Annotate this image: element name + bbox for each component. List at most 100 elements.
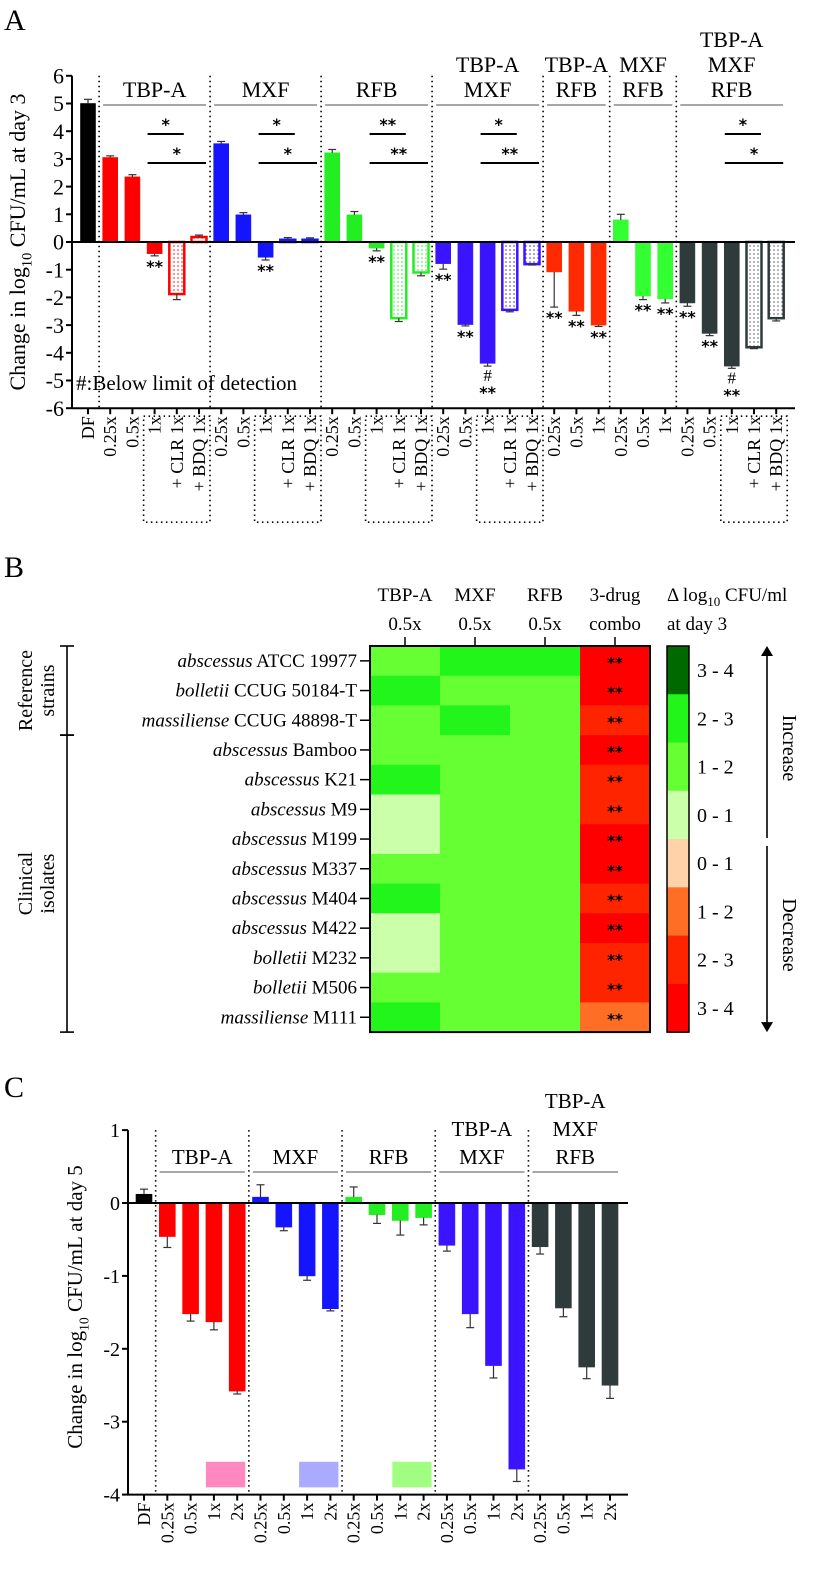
row-group-label: isolates <box>37 853 59 913</box>
x-tick-label: + CLR 1x <box>389 416 409 488</box>
heatmap-cell <box>440 824 511 855</box>
x-tick-label: 0.5x <box>344 416 364 448</box>
bar <box>657 241 674 300</box>
x-tick-label: 0.5x <box>122 416 142 448</box>
bar <box>555 1202 572 1309</box>
row-label: abscessus M422 <box>232 918 357 939</box>
x-tick-label: 1x <box>367 416 387 434</box>
heatmap-cell <box>580 943 651 974</box>
x-tick-label: 0.5x <box>566 416 586 448</box>
group-title: RFB <box>711 77 753 102</box>
x-tick-label: 0.5x <box>700 416 720 448</box>
x-tick-label: DF <box>78 416 98 439</box>
x-tick-label: 1x <box>478 416 498 434</box>
significance-marker: ** <box>257 261 274 280</box>
column-header: TBP-A <box>378 585 433 606</box>
significance-marker: ** <box>368 252 385 271</box>
comparison-significance: * <box>495 115 504 134</box>
legend-swatch <box>667 790 689 840</box>
bar <box>479 241 496 364</box>
y-tick-label: -2 <box>103 1339 120 1361</box>
group-title: MXF <box>708 52 756 77</box>
panel-label-c: C <box>4 1071 24 1104</box>
strain-name: M422 <box>307 918 357 939</box>
bar <box>523 240 541 266</box>
heatmap-cell <box>370 943 441 974</box>
x-tick-label: 1x <box>256 416 276 434</box>
legend-swatch <box>667 694 689 744</box>
x-tick-label: 2x <box>507 1503 527 1521</box>
species-name: abscessus <box>178 651 253 672</box>
heatmap-cell <box>370 764 441 795</box>
x-tick-label: + BDQ 1x <box>766 416 786 491</box>
column-header: 0.5x <box>388 614 422 635</box>
legend-bin-label: 0 - 1 <box>697 853 734 875</box>
strain-name: CCUG 50184-T <box>229 681 357 702</box>
y-axis-title: Change in log10 CFU/mL at day 3 <box>5 93 36 390</box>
strain-name: M9 <box>326 799 357 820</box>
bar <box>124 176 141 243</box>
y-tick-label: -1 <box>103 1266 120 1288</box>
species-name: abscessus <box>232 859 307 880</box>
heatmap-cell <box>510 883 581 914</box>
comparison-significance: * <box>750 144 759 163</box>
x-tick-label: + CLR 1x <box>744 416 764 488</box>
significance-marker: ** <box>546 308 563 327</box>
row-label: abscessus Bamboo <box>213 740 357 761</box>
strain-name: M199 <box>307 829 357 850</box>
significance-marker: ** <box>590 327 607 346</box>
x-tick-label: 1x <box>589 416 609 434</box>
y-tick-label: -3 <box>46 313 64 338</box>
heatmap-cell <box>510 913 581 944</box>
x-tick-label: DF <box>134 1503 154 1526</box>
x-tick-label: + BDQ 1x <box>189 416 209 491</box>
bar <box>745 240 763 349</box>
heatmap-cell <box>440 735 511 766</box>
heatmap-cell <box>440 972 511 1003</box>
bar <box>546 241 563 273</box>
bar <box>635 241 651 297</box>
row-label: massiliense CCUG 48898-T <box>142 710 358 731</box>
row-label: bolletii CCUG 50184-T <box>175 681 357 702</box>
heatmap-cell <box>510 794 581 825</box>
heatmap-cell <box>510 1002 581 1033</box>
legend-title: at day 3 <box>667 614 727 635</box>
group-title: MXF <box>273 1145 319 1169</box>
bar <box>438 1202 456 1246</box>
species-name: bolletii <box>253 948 307 969</box>
significance-marker: ** <box>607 832 623 850</box>
x-tick-label: 1x <box>204 1503 224 1521</box>
significance-marker: ** <box>607 773 623 791</box>
bar <box>612 219 629 243</box>
column-header: 0.5x <box>528 614 562 635</box>
heatmap-cell <box>510 646 581 677</box>
bar <box>568 241 585 312</box>
group-title: MXF <box>552 1117 598 1141</box>
column-header: 0.5x <box>458 614 492 635</box>
heatmap-cell <box>440 853 511 885</box>
legend-swatch <box>667 646 689 695</box>
heatmap-cell <box>440 705 511 736</box>
x-tick-label: 0.25x <box>322 416 342 457</box>
y-tick-label: -4 <box>46 341 64 366</box>
strain-name: M111 <box>308 1007 357 1028</box>
heatmap-cell <box>370 735 441 766</box>
group-title: TBP-A <box>456 52 520 77</box>
bar <box>205 1202 223 1323</box>
species-name: abscessus <box>213 740 288 761</box>
group-title: RFB <box>556 77 598 102</box>
heatmap-cell <box>580 675 651 706</box>
legend-swatch <box>667 839 689 888</box>
significance-marker: ** <box>635 301 652 320</box>
bar <box>135 1193 153 1204</box>
bar <box>346 214 363 243</box>
group-title: MXF <box>619 52 667 77</box>
y-tick-label: 0 <box>53 230 64 255</box>
bar <box>257 241 274 258</box>
comparison-significance: * <box>162 115 171 134</box>
heatmap-cell <box>510 972 581 1003</box>
row-group-label: Reference <box>15 650 37 731</box>
bar <box>324 152 341 243</box>
arrow-up-icon <box>761 646 773 656</box>
